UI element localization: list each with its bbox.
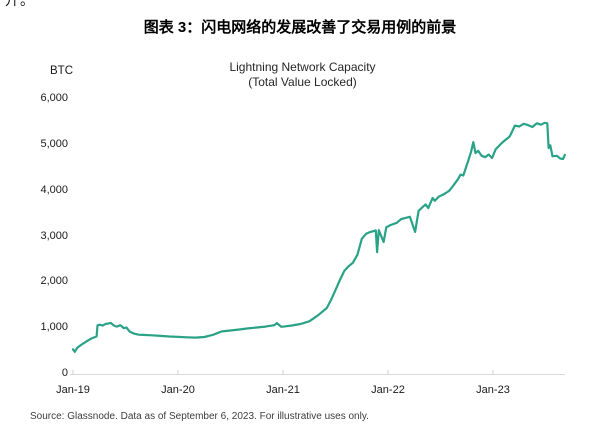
y-axis-tick-label: 5,000 bbox=[40, 137, 68, 150]
x-axis-tick-label: Jan-20 bbox=[161, 384, 195, 396]
capacity-line-series bbox=[71, 121, 566, 353]
y-axis-tick-label: 4,000 bbox=[40, 183, 68, 196]
y-axis-tick-label: 1,000 bbox=[40, 321, 68, 334]
y-axis-tick-label: 2,000 bbox=[40, 275, 68, 288]
x-axis-tick-label: Jan-22 bbox=[371, 384, 405, 396]
y-axis-tick-label: 6,000 bbox=[40, 92, 68, 104]
source-note: Source: Glassnode. Data as of September … bbox=[30, 411, 369, 422]
x-axis bbox=[70, 370, 565, 375]
x-axis-tick-label: Jan-19 bbox=[56, 384, 90, 396]
chart-title-block: Lightning Network Capacity (Total Value … bbox=[70, 60, 535, 90]
y-axis-tick-label: 3,000 bbox=[40, 229, 68, 242]
x-axis-tick-label: Jan-21 bbox=[266, 384, 300, 396]
x-axis-tick-label: Jan-23 bbox=[476, 384, 510, 396]
figure-title: 图表 3：闪电网络的发展改善了交易用例的前景 bbox=[143, 19, 457, 36]
chart-subtitle: (Total Value Locked) bbox=[248, 75, 357, 89]
y-axis-tick-label: 0 bbox=[61, 367, 68, 379]
clipped-paragraph-fragment: 升。 bbox=[5, 0, 35, 8]
chart-title: Lightning Network Capacity bbox=[229, 60, 376, 74]
y-axis-unit-label: BTC bbox=[50, 65, 73, 77]
